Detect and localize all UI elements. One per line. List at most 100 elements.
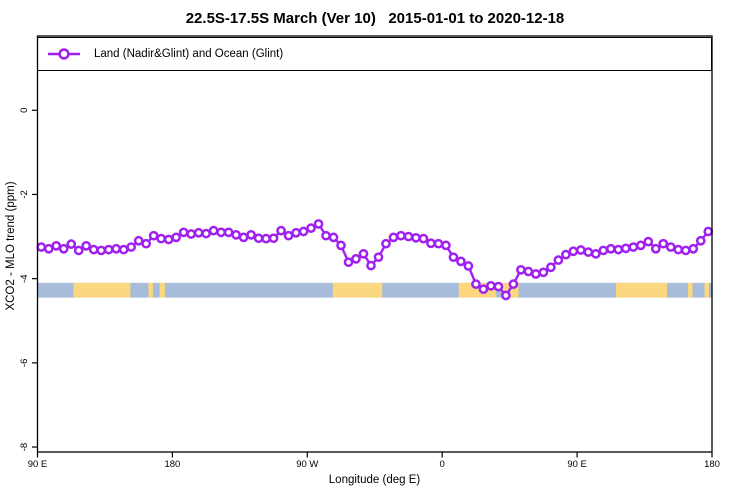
data-point-marker	[471, 279, 481, 289]
data-point-marker	[306, 223, 316, 233]
data-point-marker	[103, 244, 114, 255]
data-point-marker	[313, 219, 324, 229]
data-point-marker	[695, 235, 706, 246]
data-point-marker	[171, 232, 181, 243]
y-tick-label: 0	[19, 108, 30, 113]
data-point-marker	[88, 244, 99, 255]
data-point-marker	[193, 227, 204, 238]
data-point-marker	[276, 225, 286, 236]
data-point-marker	[680, 245, 691, 256]
data-point-marker	[223, 227, 234, 238]
data-point-marker	[538, 267, 549, 278]
x-tick-label: 0	[440, 459, 445, 470]
data-point-marker	[456, 256, 466, 267]
data-point-marker	[598, 245, 609, 256]
legend-line-marker-icon	[48, 48, 80, 60]
data-point-marker	[628, 242, 639, 252]
data-point-marker	[58, 243, 69, 254]
data-point-marker	[605, 243, 616, 254]
y-axis-title: XCO2 - MLO trend (ppm)	[5, 181, 17, 311]
data-point-marker	[441, 240, 451, 251]
y-tick-label: -8	[19, 443, 30, 451]
data-point-marker	[231, 230, 241, 240]
data-point-marker	[321, 230, 331, 241]
data-point-marker	[531, 269, 541, 279]
data-point-marker	[553, 255, 564, 265]
data-point-marker	[268, 233, 279, 244]
data-point-marker	[148, 230, 159, 241]
data-point-marker	[178, 227, 189, 238]
data-point-marker	[238, 232, 249, 243]
data-point-marker	[118, 244, 129, 255]
y-tick-label: -2	[19, 190, 30, 198]
data-point-marker	[111, 243, 122, 254]
data-point-marker	[388, 232, 399, 243]
data-point-marker	[411, 232, 421, 243]
data-point-marker	[575, 245, 586, 255]
data-point-marker	[665, 242, 676, 252]
data-point-marker	[403, 231, 414, 242]
data-point-marker	[201, 228, 211, 239]
data-point-marker	[486, 280, 496, 291]
data-point-marker	[590, 248, 601, 259]
data-point-marker	[261, 233, 271, 244]
data-point-marker	[493, 281, 504, 292]
data-point-marker	[433, 238, 444, 249]
data-point-marker	[351, 254, 361, 264]
x-tick-label: 180	[164, 459, 180, 470]
data-point-marker	[613, 244, 624, 255]
data-point-marker	[96, 245, 107, 256]
data-point-marker	[643, 236, 654, 247]
y-tick-label: -4	[19, 274, 30, 282]
data-point-marker	[208, 225, 219, 236]
data-point-marker	[216, 227, 226, 238]
data-point-marker	[366, 260, 376, 271]
data-point-marker	[253, 233, 264, 244]
data-point-marker	[66, 239, 77, 249]
data-point-marker	[328, 232, 339, 243]
data-point-marker	[658, 238, 669, 249]
data-point-marker	[478, 284, 489, 295]
data-point-marker	[546, 262, 556, 273]
x-axis-title: Longitude (deg E)	[328, 474, 421, 486]
data-point-marker	[418, 233, 429, 244]
data-point-marker	[283, 230, 294, 241]
data-point-marker	[620, 243, 631, 254]
data-point-marker	[650, 243, 661, 254]
x-tick-label: 90 E	[567, 459, 587, 470]
land-patch	[704, 282, 710, 298]
data-point-marker	[426, 238, 436, 249]
data-point-marker	[501, 290, 511, 301]
data-point-marker	[396, 230, 406, 241]
data-point-marker	[81, 240, 92, 251]
data-point-marker	[583, 247, 594, 257]
data-point-marker	[508, 279, 519, 289]
data-point-marker	[336, 240, 346, 251]
data-point-marker	[156, 233, 167, 244]
plot-border	[36, 35, 713, 453]
data-point-marker	[246, 230, 256, 240]
y-tick-label: -6	[19, 359, 30, 367]
data-point-marker	[133, 235, 144, 246]
data-point-marker	[358, 248, 369, 259]
land-patch	[73, 282, 131, 298]
data-point-marker	[561, 249, 571, 260]
land-patch	[148, 282, 153, 298]
data-point-marker	[688, 243, 699, 254]
data-point-marker	[463, 261, 474, 271]
data-point-marker	[43, 243, 54, 254]
chart-title: 22.5S-17.5S March (Ver 10) 2015-01-01 to…	[185, 10, 565, 27]
land-patch	[159, 282, 165, 298]
data-point-marker	[51, 240, 62, 251]
data-point-marker	[448, 252, 459, 263]
data-point-marker	[163, 234, 174, 245]
data-point-marker	[516, 264, 526, 275]
data-point-marker	[568, 246, 579, 257]
data-point-marker	[126, 242, 137, 252]
data-point-marker	[291, 227, 301, 238]
data-point-marker	[186, 229, 196, 239]
x-tick-label: 90 W	[296, 459, 318, 470]
data-point-marker	[381, 238, 391, 249]
